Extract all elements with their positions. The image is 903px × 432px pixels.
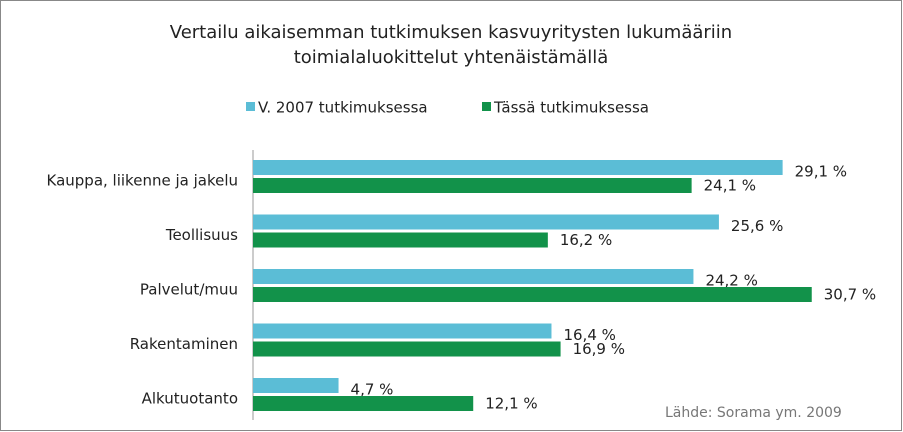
legend-label: Tässä tutkimuksessa [493,99,649,117]
chart-title: Vertailu aikaisemman tutkimuksen kasvuyr… [170,22,732,43]
data-label: 24,1 % [704,177,756,195]
data-label: 16,4 % [563,326,615,344]
bar [253,287,812,302]
data-label: 25,6 % [731,217,783,235]
bar [253,178,692,193]
data-label: 16,2 % [560,231,612,249]
bar [253,232,548,248]
bar [253,396,474,411]
data-label: 4,7 % [351,381,394,399]
bar [253,269,694,284]
data-label: 16,9 % [573,340,625,358]
y-tick-label: Alkutuotanto [142,390,238,408]
bar [253,323,552,339]
y-tick-label: Palvelut/muu [140,281,238,299]
legend-label: V. 2007 tutkimuksessa [258,99,428,117]
y-tick-label: Teollisuus [165,226,238,244]
bar [253,341,561,357]
y-tick-label: Kauppa, liikenne ja jakelu [47,172,238,190]
y-tick-label: Rakentaminen [130,335,238,353]
legend-swatch [246,102,255,111]
data-label: 24,2 % [705,272,757,290]
data-label: 30,7 % [824,286,876,304]
data-label: 29,1 % [795,163,847,181]
bar [253,214,719,230]
legend-swatch [482,102,491,111]
source: Lähde: Sorama ym. 2009 [665,405,842,421]
bar [253,378,339,393]
bar [253,160,783,175]
data-label: 12,1 % [485,395,537,413]
chart-title: toimialaluokittelut yhtenäistämällä [294,47,609,68]
